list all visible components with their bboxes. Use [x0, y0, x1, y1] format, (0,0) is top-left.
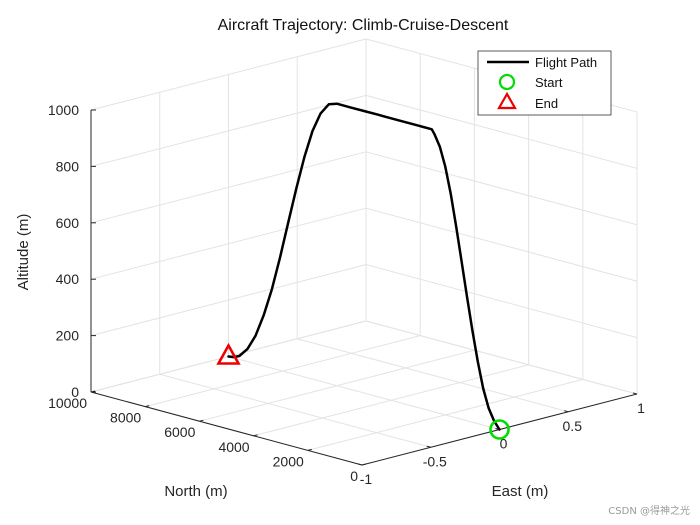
wall-grid-line — [90, 264, 367, 337]
wall-grid-line — [90, 38, 367, 111]
x-axis-line — [90, 391, 363, 466]
y-tick-label: 0 — [500, 436, 508, 452]
wall-grid-line — [365, 320, 638, 395]
x-tick-mark — [307, 448, 312, 451]
legend-label-flight-path: Flight Path — [535, 55, 597, 70]
x-tick-label: 4000 — [218, 439, 249, 455]
x-tick-label: 10000 — [48, 395, 87, 411]
x-axis-label: North (m) — [164, 483, 227, 500]
x-tick-label: 0 — [350, 468, 358, 484]
wall-grid-line — [90, 151, 367, 224]
marker-layer — [216, 342, 510, 440]
series-layer — [227, 102, 501, 431]
z-tick-label: 800 — [56, 158, 80, 174]
legend-label-end: End — [535, 96, 558, 111]
y-tick-mark — [426, 445, 431, 448]
flight-path-line — [227, 102, 501, 431]
floor-grid-line — [228, 356, 500, 430]
z-tick-label: 1000 — [48, 102, 79, 118]
z-tick-label: 600 — [56, 215, 80, 231]
y-tick-mark — [632, 392, 638, 395]
watermark: CSDN @得神之光 — [608, 504, 690, 517]
y-tick-label: -1 — [360, 471, 373, 487]
y-tick-label: -0.5 — [423, 453, 447, 469]
end-marker — [216, 342, 241, 365]
wall-grid-line — [90, 207, 367, 280]
x-tick-mark — [199, 419, 204, 422]
start-marker — [489, 419, 510, 440]
wall-grid-line — [365, 94, 638, 169]
y-tick-mark — [357, 463, 363, 466]
x-tick-label: 2000 — [273, 453, 304, 469]
legend: Flight Path Start End — [477, 50, 612, 116]
z-tick-label: 0 — [71, 384, 79, 400]
tick-labels: 0 2000 4000 6000 8000 10000 -1 -0.5 0 0.5 1 0 200 400… — [48, 102, 645, 487]
legend-label-start: Start — [535, 75, 563, 90]
floor-grid-line — [297, 338, 569, 413]
wall-grid-line — [365, 151, 638, 226]
y-tick-mark — [564, 410, 569, 413]
y-axis-label: East (m) — [492, 483, 549, 500]
y-tick-label: 0.5 — [563, 418, 583, 434]
x-tick-mark — [145, 405, 150, 408]
floor-grid-line — [159, 373, 431, 448]
x-tick-label: 8000 — [110, 410, 141, 426]
x-tick-mark — [253, 434, 258, 437]
z-tick-label: 400 — [56, 271, 80, 287]
z-tick-label: 200 — [56, 328, 80, 344]
z-axis-label: Altitude (m) — [15, 214, 32, 291]
axes-box — [90, 109, 638, 466]
wall-grid-line — [90, 94, 367, 167]
wall-grid-line — [365, 264, 638, 339]
legend-triangle-icon — [497, 91, 517, 110]
legend-circle-icon — [498, 73, 516, 91]
y-tick-label: 1 — [637, 400, 645, 416]
x-tick-label: 6000 — [164, 424, 195, 440]
chart-title: Aircraft Trajectory: Climb-Cruise-Descen… — [218, 17, 509, 34]
x-tick-mark — [361, 463, 367, 466]
wall-grid-line — [365, 207, 638, 282]
